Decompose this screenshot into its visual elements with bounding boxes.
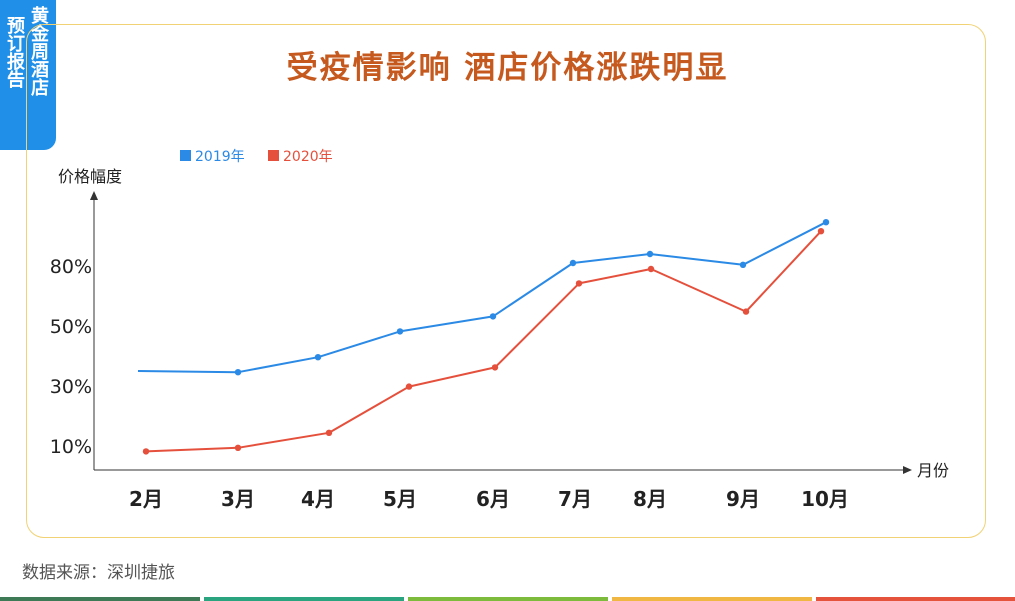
bottom-bar-segment-0	[0, 597, 200, 601]
bottom-bar-segment-4	[816, 597, 1015, 601]
y-tick-label-0: 10%	[50, 436, 92, 458]
series-0-point-7	[739, 261, 747, 268]
chart-legend: 2019年 2020年	[180, 149, 333, 165]
y-tick-label-1: 30%	[50, 376, 92, 398]
legend-label-2019: 2019年	[195, 149, 245, 165]
x-tick-label-2: 4月	[301, 487, 335, 511]
bottom-bar-segment-1	[204, 597, 404, 601]
series-0-point-4	[489, 313, 497, 320]
bottom-bar-segment-2	[408, 597, 608, 601]
series-1-point-4	[491, 364, 499, 371]
data-source-note: 数据来源：深圳捷旅	[22, 563, 175, 583]
series-1-point-6	[647, 265, 655, 273]
series-1-point-0	[142, 448, 150, 455]
legend-label-2020: 2020年	[283, 149, 333, 165]
bottom-bar-segment-3	[612, 597, 812, 601]
x-tick-label-5: 7月	[558, 487, 592, 511]
legend-swatch-2019	[180, 150, 191, 161]
x-tick-label-0: 2月	[129, 487, 163, 511]
series-0-point-3	[396, 328, 404, 335]
x-axis-arrow	[903, 466, 912, 474]
series-0-point-6	[646, 250, 654, 258]
series-1-point-8	[817, 228, 825, 235]
x-axis-title: 月份	[917, 461, 949, 480]
x-tick-labels: 2月 3月 4月 5月 6月 7月 8月 9月 10月	[129, 487, 849, 511]
series-0-point-2	[314, 354, 322, 361]
series-1-point-7	[742, 308, 750, 315]
y-axis-title: 价格幅度	[58, 167, 122, 186]
x-tick-label-6: 8月	[633, 487, 667, 511]
x-tick-label-7: 9月	[726, 487, 760, 511]
series-lines	[137, 219, 830, 455]
series-line-1	[145, 230, 822, 453]
series-0-point-8	[822, 219, 830, 226]
chart-frame	[26, 24, 986, 538]
chart-title: 受疫情影响 酒店价格涨跌明显	[286, 50, 729, 86]
y-tick-label-3: 80%	[50, 256, 92, 278]
y-tick-label-2: 50%	[50, 316, 92, 338]
x-tick-label-4: 6月	[476, 487, 510, 511]
series-0-point-5	[569, 259, 577, 267]
series-line-0	[137, 221, 827, 374]
report-tag: 黄金周酒店 预订报告	[0, 0, 56, 150]
series-1-point-1	[234, 444, 242, 451]
legend-swatch-2020	[268, 150, 279, 161]
x-tick-label-3: 5月	[383, 487, 417, 511]
series-1-point-2	[325, 429, 333, 436]
y-axis-arrow	[90, 191, 98, 200]
series-0-point-1	[234, 369, 242, 376]
x-tick-label-1: 3月	[221, 487, 255, 511]
y-tick-labels: 10% 30% 50% 80%	[50, 256, 92, 458]
tag-text-booking-report: 预订报告	[4, 16, 25, 88]
series-1-point-3	[405, 383, 413, 390]
series-1-point-5	[575, 280, 583, 287]
x-tick-label-8: 10月	[801, 487, 849, 511]
